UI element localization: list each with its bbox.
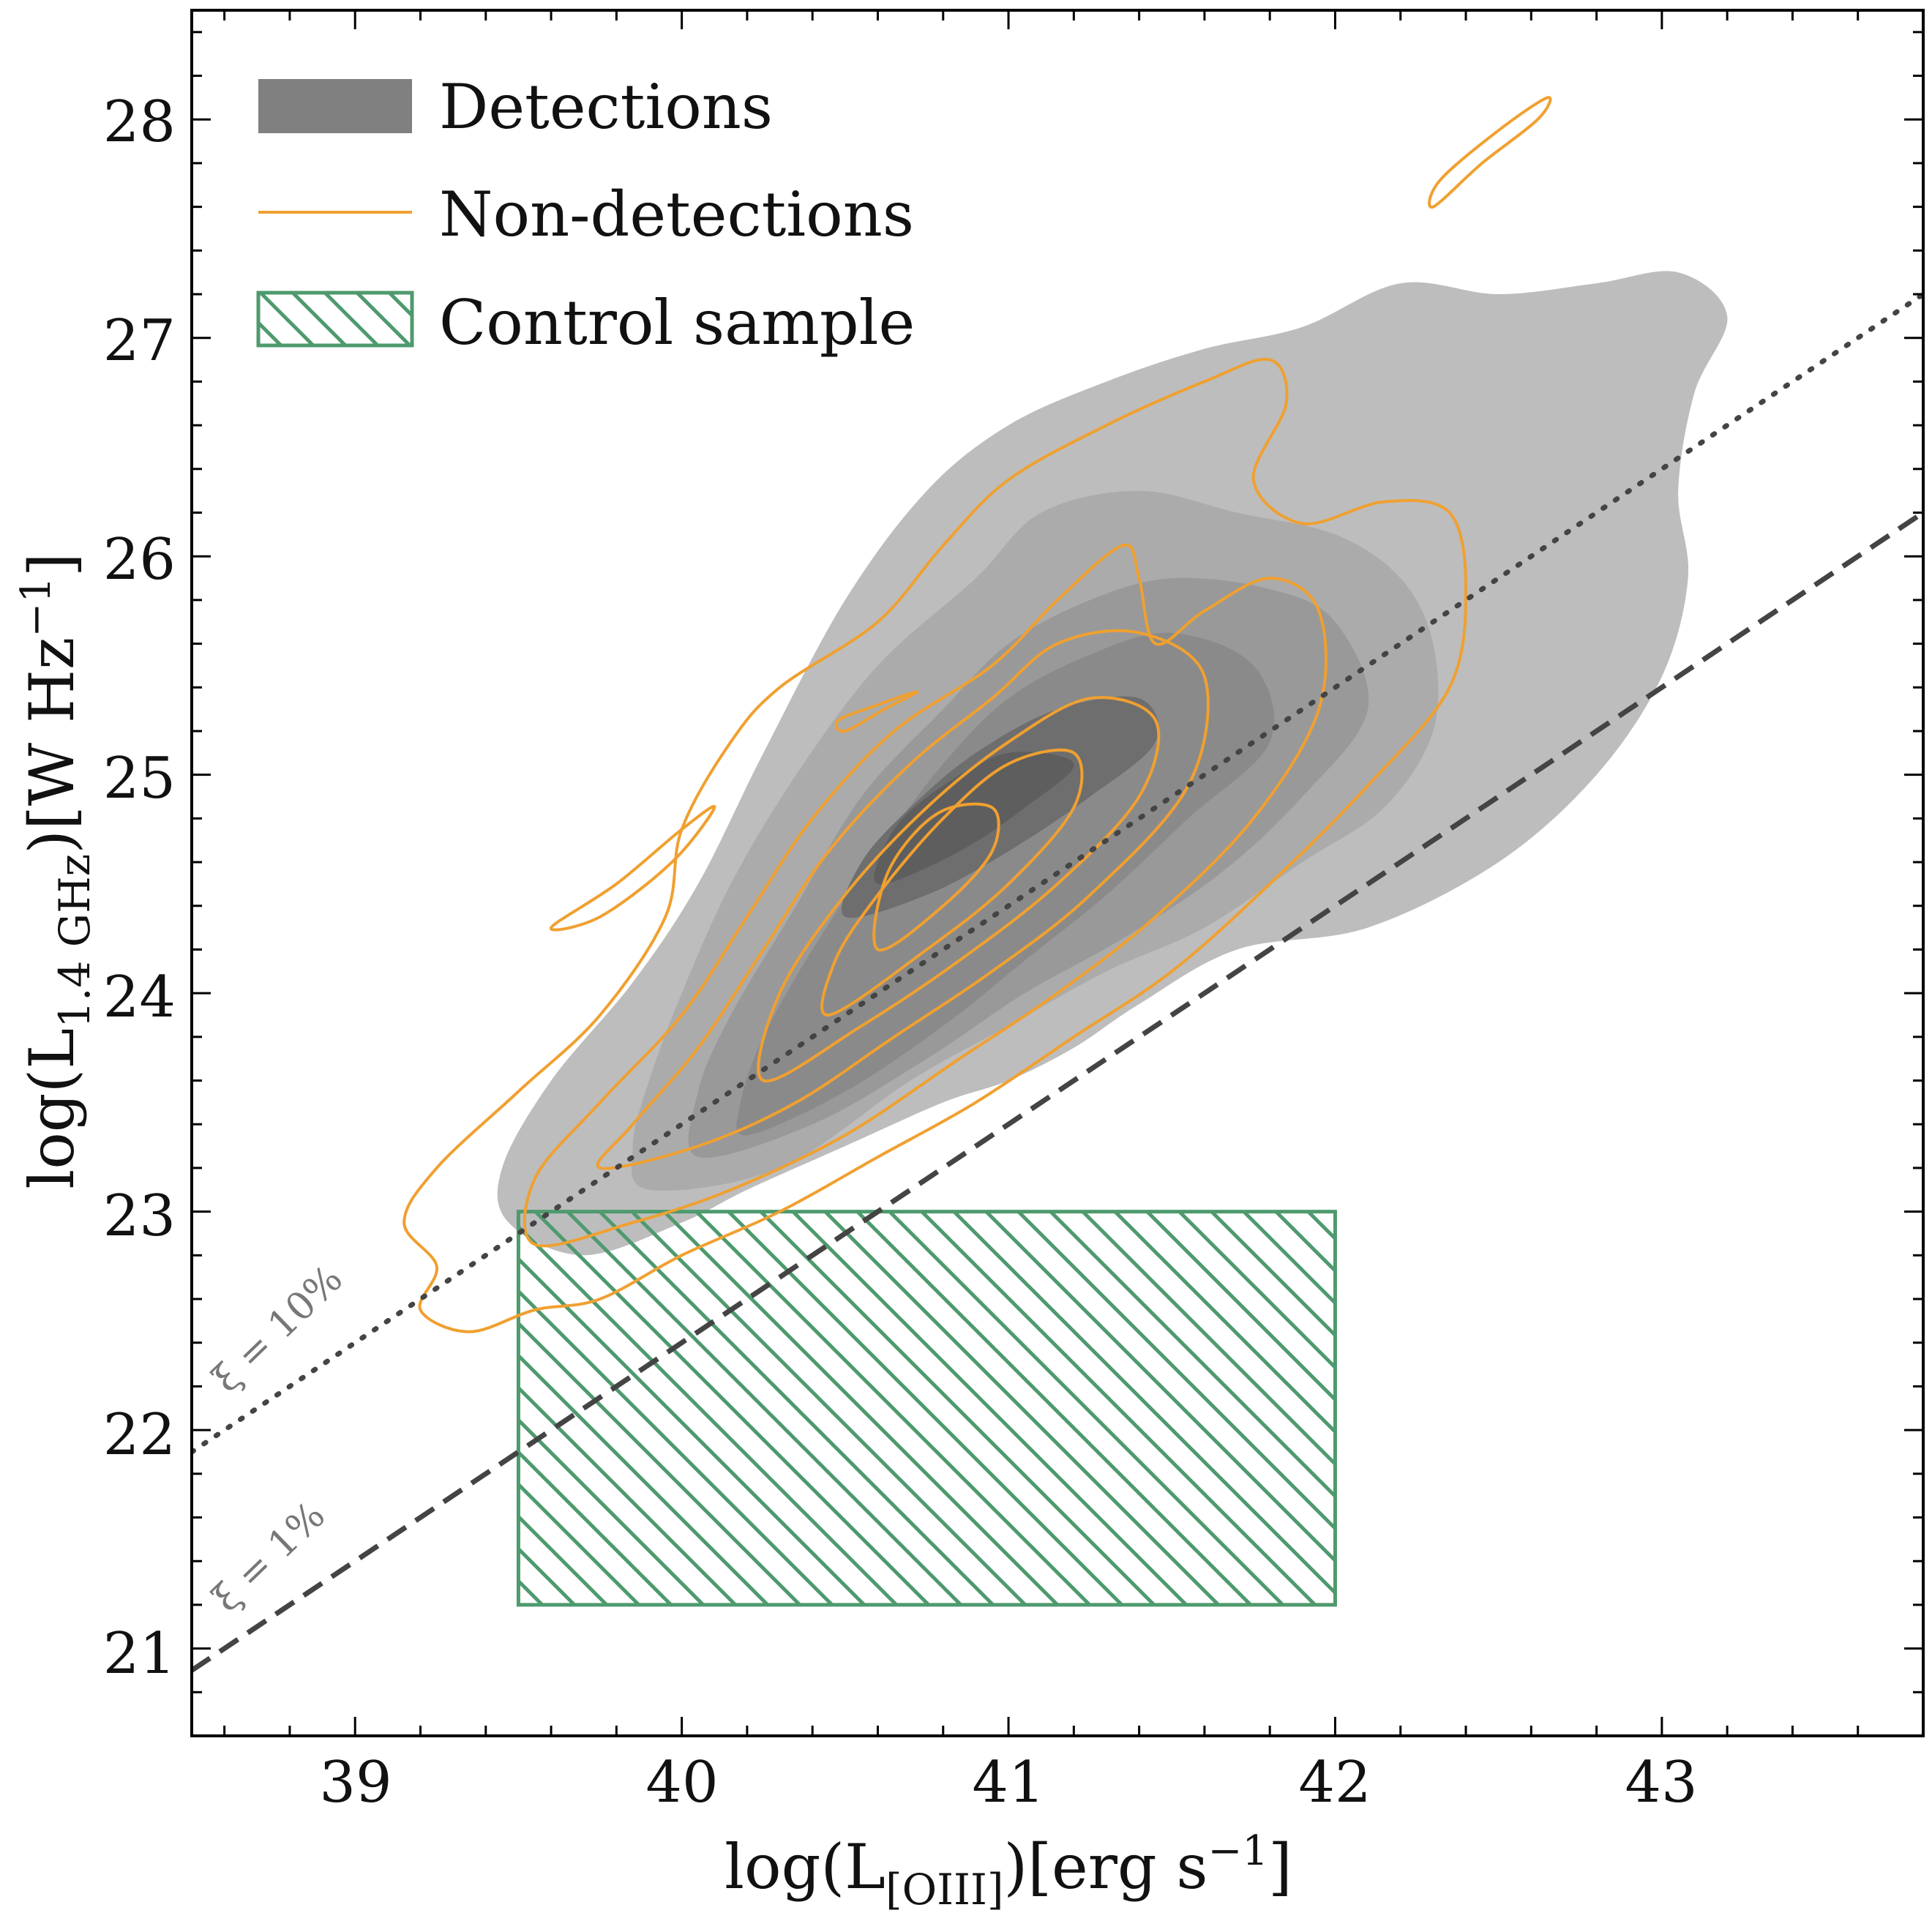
detections-contours — [497, 271, 1728, 1256]
legend-swatch-control-sample — [256, 291, 414, 348]
x-axis-label: log(L[OIII])[erg s−1] — [724, 1827, 1292, 1914]
legend-label-control-sample: Control sample — [439, 287, 915, 359]
y-tick-label: 27 — [103, 308, 176, 374]
x-tick-labels: 39 40 41 42 43 — [319, 1750, 1697, 1816]
non-detection-contour-3 — [596, 629, 1210, 1170]
y-tick-label: 24 — [103, 965, 176, 1030]
legend-swatch-detections — [258, 79, 412, 133]
y-tick-labels: 21 22 23 24 25 26 27 28 — [103, 89, 176, 1687]
y-tick-label: 26 — [103, 527, 176, 593]
x-tick-label: 40 — [645, 1750, 718, 1816]
x-tick-label: 42 — [1298, 1750, 1371, 1816]
plot-frame — [190, 9, 1925, 1737]
x-tick-label: 41 — [972, 1750, 1044, 1816]
non-detection-contours — [402, 96, 1552, 1333]
reference-line-xi-10 — [192, 291, 1923, 1455]
xi-1-annotation: ξ = 1% — [204, 1494, 334, 1621]
non-detection-contour-1 — [402, 357, 1468, 1333]
non-detection-contour-9 — [1428, 96, 1552, 209]
axis-ticks — [192, 10, 1925, 1736]
y-tick-label: 23 — [103, 1183, 176, 1249]
non-detection-contour-6 — [872, 802, 1000, 952]
non-detection-contour-7 — [834, 690, 919, 733]
reference-line-xi-1 — [192, 510, 1923, 1673]
x-tick-label: 43 — [1625, 1750, 1697, 1816]
legend: Detections Non-detections Control sample — [256, 71, 915, 359]
xi-10-annotation: ξ = 10% — [204, 1257, 351, 1401]
detection-contour-level-6 — [874, 752, 1074, 885]
x-tick-label: 39 — [319, 1750, 392, 1816]
y-tick-label: 25 — [103, 746, 176, 812]
non-detection-contour-4 — [757, 696, 1161, 1083]
y-tick-label: 28 — [103, 89, 176, 155]
y-tick-label: 22 — [103, 1402, 176, 1468]
non-detection-contour-2 — [523, 543, 1328, 1248]
legend-label-non-detections: Non-detections — [439, 179, 914, 250]
non-detection-contour-5 — [820, 748, 1084, 1016]
plot-area — [192, 96, 1923, 1673]
y-tick-label: 21 — [103, 1621, 176, 1687]
non-detection-contour-8 — [550, 804, 716, 932]
y-axis-label: log(L1.4 GHz)[W Hz−1] — [12, 553, 100, 1188]
legend-label-detections: Detections — [439, 71, 773, 143]
control-sample-region — [516, 1210, 1337, 1607]
